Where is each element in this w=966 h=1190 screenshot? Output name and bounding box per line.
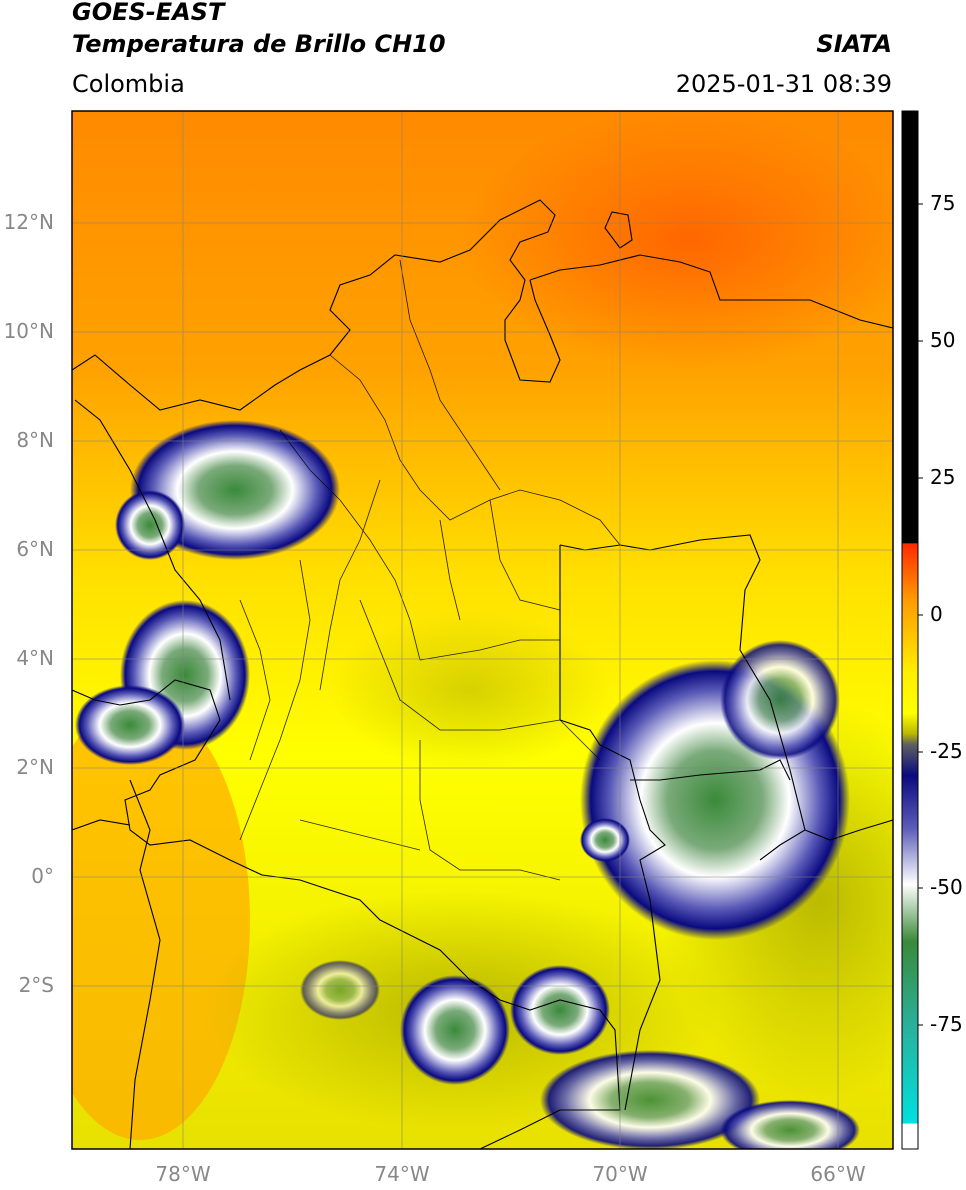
colorbar-tick-label: -50 (930, 875, 963, 899)
colorbar-tick-label: 75 (930, 191, 956, 215)
country-borders (72, 199, 893, 1149)
colorbar-tick-label: -75 (930, 1012, 963, 1036)
region-label: Colombia (72, 70, 185, 98)
colorbar-tick-label: 25 (930, 465, 956, 489)
lat-label: 2°S (18, 973, 54, 997)
gridlines (72, 111, 893, 1149)
lon-label: 70°W (592, 1162, 648, 1186)
lat-label: 8°N (16, 428, 54, 452)
colorbar-tick-label: 0 (930, 602, 943, 626)
brand-label: SIATA (816, 30, 892, 58)
lat-label: 12°N (3, 210, 54, 234)
brightness-temperature-field (72, 111, 893, 1149)
lon-label: 74°W (374, 1162, 430, 1186)
lon-label: 78°W (155, 1162, 211, 1186)
lat-label: 2°N (16, 755, 54, 779)
datetime-label: 2025-01-31 08:39 (675, 70, 892, 98)
map-frame (71, 110, 894, 1150)
colorbar (901, 110, 923, 1150)
lat-label: 10°N (3, 319, 54, 343)
convective-cloud-s (510, 965, 610, 1055)
satellite-title: GOES-EAST (72, 0, 225, 26)
colorbar-tick-label: 50 (930, 328, 956, 352)
product-title: Temperatura de Brillo CH10 (72, 30, 446, 58)
lon-label: 66°W (810, 1162, 866, 1186)
department-borders (239, 259, 621, 881)
lat-label: 6°N (16, 537, 54, 561)
colorbar-tick-label: -25 (930, 739, 963, 763)
lat-label: 0° (31, 864, 54, 888)
lat-label: 4°N (16, 646, 54, 670)
